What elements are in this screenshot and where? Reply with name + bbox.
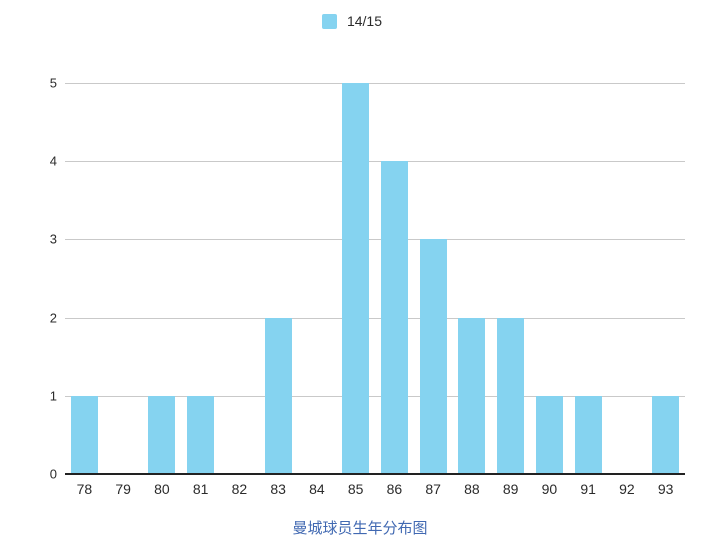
x-axis-label: 86 (386, 481, 403, 497)
gridline (65, 317, 685, 319)
x-axis-label: 80 (154, 481, 170, 497)
gridline (65, 83, 685, 84)
x-axis-line (65, 473, 685, 475)
gridline (65, 395, 685, 397)
legend-label: 14/15 (346, 13, 383, 29)
x-axis-label: 79 (115, 481, 131, 497)
bar-87 (419, 239, 447, 474)
x-axis-label: 83 (270, 481, 286, 497)
gridline (65, 239, 685, 241)
x-axis-label: 82 (231, 481, 248, 497)
x-axis-label: 84 (309, 481, 325, 497)
x-axis-label: 91 (580, 481, 596, 497)
bar-86 (380, 161, 408, 474)
bar-90 (535, 395, 563, 474)
x-axis-label: 81 (192, 481, 209, 497)
x-axis-label: 92 (619, 481, 635, 497)
y-axis-label: 3 (49, 231, 57, 247)
y-axis-label: 1 (49, 388, 57, 404)
bar-89 (497, 317, 525, 474)
bar-83 (264, 317, 292, 474)
bar-81 (187, 395, 215, 474)
y-axis-label: 0 (49, 466, 57, 482)
x-axis-label: 89 (502, 481, 519, 497)
y-axis-label: 5 (49, 75, 57, 91)
x-axis-label: 90 (541, 481, 558, 497)
bar-85 (342, 83, 370, 474)
x-axis-label: 93 (657, 481, 674, 497)
chart-title: 曼城球员生年分布图 (292, 521, 428, 537)
bar-78 (70, 395, 98, 474)
y-axis-label: 4 (49, 153, 57, 169)
legend-swatch-icon (321, 13, 337, 29)
chart-legend: 14/15 (0, 13, 704, 29)
x-axis-label: 78 (76, 481, 93, 497)
y-axis-label: 2 (49, 310, 57, 326)
bar-80 (148, 395, 176, 474)
y-axis: 0 1 2 3 4 5 (0, 76, 57, 482)
x-axis: 78 79 80 81 82 83 84 85 86 87 88 89 90 91 92 93 (65, 481, 685, 501)
bar-88 (458, 317, 486, 474)
gridline (65, 161, 685, 163)
plot-area (65, 83, 685, 475)
bar-93 (652, 395, 680, 474)
x-axis-label: 85 (347, 481, 364, 497)
bar-91 (574, 395, 602, 474)
x-axis-label: 88 (464, 481, 480, 497)
x-axis-label: 87 (425, 481, 441, 497)
